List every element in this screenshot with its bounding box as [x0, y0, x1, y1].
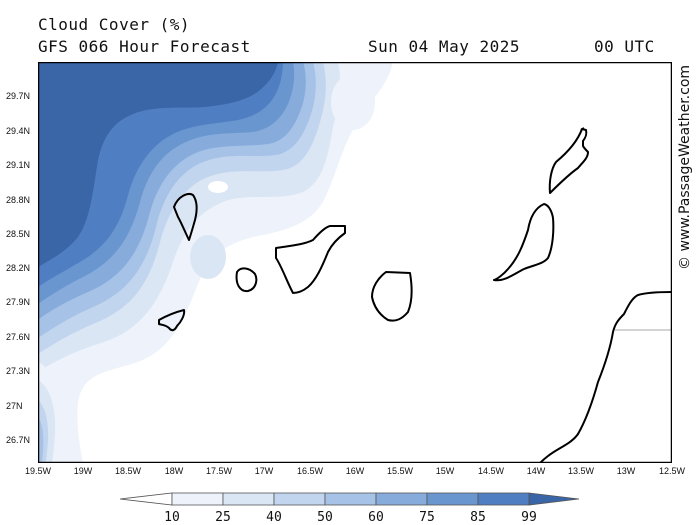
- island-la-gomera: [235, 267, 258, 293]
- legend-arrow-low: [119, 492, 173, 506]
- lon-label: 16W: [345, 466, 365, 476]
- lat-label: 27.3N: [6, 366, 31, 376]
- island-la-palma: [173, 193, 198, 241]
- island-lanzarote: [548, 128, 589, 194]
- cloud-patch-gomera: [190, 235, 226, 279]
- lon-label: 14.5W: [477, 466, 504, 476]
- lat-label: 26.7N: [6, 435, 31, 445]
- lon-label: 15.5W: [386, 466, 413, 476]
- lat-label: 27.6N: [6, 332, 31, 342]
- legend-label: 85: [470, 510, 486, 525]
- legend-bin: [324, 492, 377, 506]
- lon-label: 13W: [616, 466, 636, 476]
- lon-label: 17W: [254, 466, 274, 476]
- lon-label: 18.5W: [114, 466, 141, 476]
- cloud-patch-north: [208, 181, 228, 193]
- legend-label: 60: [368, 510, 384, 525]
- lat-label: 29.1N: [6, 160, 31, 170]
- lon-label: 19W: [73, 466, 93, 476]
- legend-bin: [477, 492, 530, 506]
- island-el-hierro: [158, 309, 186, 332]
- lat-label: 27N: [6, 401, 23, 411]
- island-fuerteventura: [493, 203, 555, 282]
- island-gran-canaria: [371, 271, 413, 322]
- cloud-layer-99: [38, 62, 278, 267]
- lat-label: 29.7N: [6, 91, 31, 101]
- lon-label: 13.5W: [567, 466, 594, 476]
- legend-bin: [171, 492, 224, 506]
- lon-label: 15W: [435, 466, 455, 476]
- legend-label: 75: [419, 510, 435, 525]
- forecast-subtitle: GFS 066 Hour Forecast: [38, 37, 251, 56]
- legend-arrow-high: [528, 492, 580, 506]
- lat-label: 28.2N: [6, 263, 31, 273]
- forecast-time: 00 UTC: [594, 37, 655, 56]
- chart-title: Cloud Cover (%): [38, 15, 190, 34]
- lon-label: 12.5W: [658, 466, 685, 476]
- lon-label: 19.5W: [24, 466, 51, 476]
- credit-watermark: © www.PassageWeather.com: [677, 64, 693, 270]
- lat-label: 28.5N: [6, 229, 31, 239]
- cloud-layer-50: [38, 417, 44, 463]
- island-alegranza: [580, 127, 585, 131]
- lon-label: 17.5W: [205, 466, 232, 476]
- cloud-field-southwest: [38, 362, 67, 463]
- legend-bin: [426, 492, 479, 506]
- lon-label: 14W: [526, 466, 546, 476]
- coastlines: [158, 127, 672, 463]
- cloud-field-northwest: [38, 62, 393, 463]
- legend-label: 40: [266, 510, 282, 525]
- legend-bin: [375, 492, 428, 506]
- cloud-patch-east: [331, 74, 375, 130]
- african-coast: [539, 291, 672, 463]
- legend-label: 10: [164, 510, 180, 525]
- lat-label: 29.4N: [6, 126, 31, 136]
- lon-label: 18W: [164, 466, 184, 476]
- island-tenerife: [275, 225, 346, 294]
- lat-label: 28.8N: [6, 195, 31, 205]
- lon-label: 16.5W: [296, 466, 323, 476]
- legend-bin: [222, 492, 275, 506]
- lat-label: 27.9N: [6, 297, 31, 307]
- legend-label: 25: [215, 510, 231, 525]
- forecast-date: Sun 04 May 2025: [368, 37, 520, 56]
- cloud-cover-map: [38, 62, 672, 463]
- legend-label: 50: [317, 510, 333, 525]
- legend-bin: [273, 492, 326, 506]
- legend-label: 99: [521, 510, 537, 525]
- color-legend: [119, 492, 580, 506]
